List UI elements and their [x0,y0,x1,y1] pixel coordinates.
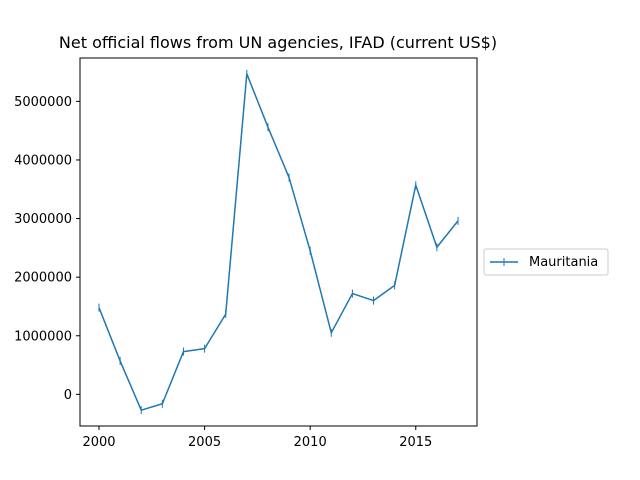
y-tick-label: 4000000 [14,153,72,168]
y-tick-label: 0 [64,388,72,403]
y-tick-label: 3000000 [14,212,72,227]
y-axis: 0 1000000 2000000 3000000 4000000 5000000 [14,95,80,403]
x-tick-label: 2015 [399,435,432,450]
x-tick-label: 2005 [188,435,221,450]
chart-title: Net official flows from UN agencies, IFA… [59,33,497,52]
x-axis: 2000 2005 2010 2015 [82,426,432,450]
series-line-mauritania [98,73,459,411]
plot-frame [79,57,478,427]
y-tick-label: 5000000 [14,95,72,110]
x-tick-label: 2000 [82,435,115,450]
y-tick-label: 1000000 [14,329,72,344]
legend: Mauritania [483,248,609,276]
legend-label-mauritania: Mauritania [529,255,598,270]
y-tick-label: 2000000 [14,271,72,286]
plot-area [80,58,477,426]
x-tick-label: 2010 [294,435,327,450]
series-layer [98,69,459,415]
legend-box [483,248,609,276]
